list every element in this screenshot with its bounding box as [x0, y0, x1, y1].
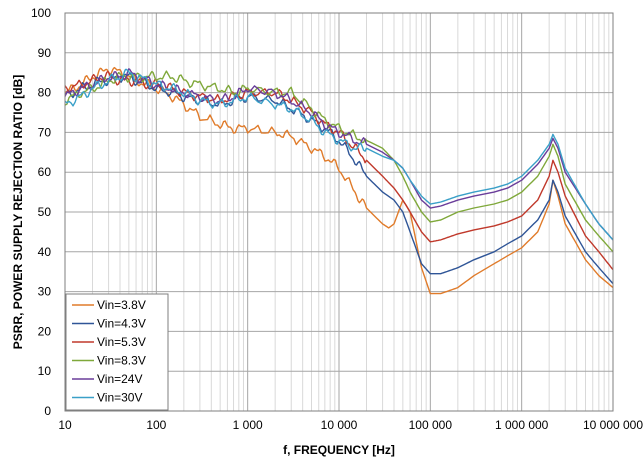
x-axis-title: f, FREQUENCY [Hz] [283, 443, 395, 457]
y-tick-label: 100 [31, 6, 51, 20]
legend: Vin=3.8V Vin=4.3V Vin=5.3V Vin=8.3V Vin=24V V… [65, 293, 169, 411]
x-tick-label: 10 000 [321, 418, 358, 432]
x-tick-label: 10 [58, 418, 72, 432]
series-line [64, 68, 614, 241]
legend-label: Vin=8.3V [97, 354, 146, 368]
series-line [64, 72, 614, 285]
plot-area-border [64, 12, 614, 412]
y-tick-label: 0 [44, 404, 51, 418]
y-tick-label: 50 [38, 205, 52, 219]
y-tick-label: 60 [38, 165, 52, 179]
series-layer [64, 66, 614, 295]
series-line [64, 66, 614, 295]
legend-label: Vin=30V [97, 391, 143, 405]
y-tick-label: 90 [38, 46, 52, 60]
legend-label: Vin=24V [97, 372, 143, 386]
y-tick-label: 30 [38, 285, 52, 299]
x-tick-label: 100 [146, 418, 166, 432]
legend-box [65, 293, 169, 411]
y-axis-title: PSRR, POWER SUPPLY REJECTION RATIO [dB] [11, 75, 25, 349]
x-tick-label: 100 000 [409, 418, 453, 432]
legend-label: Vin=3.8V [97, 298, 146, 312]
y-tick-label: 20 [38, 324, 52, 338]
series-line [64, 68, 614, 241]
x-tick-label: 1 000 000 [495, 418, 549, 432]
y-tick-label: 80 [38, 86, 52, 100]
x-tick-label: 10 000 000 [583, 418, 643, 432]
legend-label: Vin=5.3V [97, 335, 146, 349]
y-tick-label: 10 [38, 364, 52, 378]
y-tick-label: 40 [38, 245, 52, 259]
series-line [64, 70, 614, 271]
x-tick-label: 1 000 [233, 418, 263, 432]
tick-labels: 10 100 1 000 10 000 100 000 1 000 000 10 000 0… [31, 6, 643, 432]
y-tick-label: 70 [38, 125, 52, 139]
legend-label: Vin=4.3V [97, 317, 146, 331]
